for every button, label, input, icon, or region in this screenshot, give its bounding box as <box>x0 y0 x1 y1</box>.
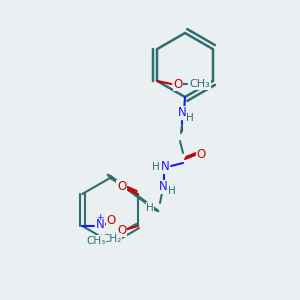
Text: O: O <box>117 224 126 236</box>
Text: CH₂: CH₂ <box>102 234 121 244</box>
Text: H: H <box>168 186 176 196</box>
Text: N: N <box>96 218 105 232</box>
Text: +: + <box>97 214 104 223</box>
Text: H: H <box>152 162 160 172</box>
Text: O: O <box>107 214 116 227</box>
Text: CH₃: CH₃ <box>86 236 105 246</box>
Text: −: − <box>107 237 116 247</box>
Text: H: H <box>186 113 194 123</box>
Text: O: O <box>100 232 109 244</box>
Text: O: O <box>196 148 206 160</box>
Text: N: N <box>160 160 169 173</box>
Text: O: O <box>117 181 126 194</box>
Text: N: N <box>159 181 167 194</box>
Text: H: H <box>146 203 154 213</box>
Text: N: N <box>178 106 186 119</box>
Text: O: O <box>173 77 182 91</box>
Text: CH₃: CH₃ <box>189 79 210 89</box>
